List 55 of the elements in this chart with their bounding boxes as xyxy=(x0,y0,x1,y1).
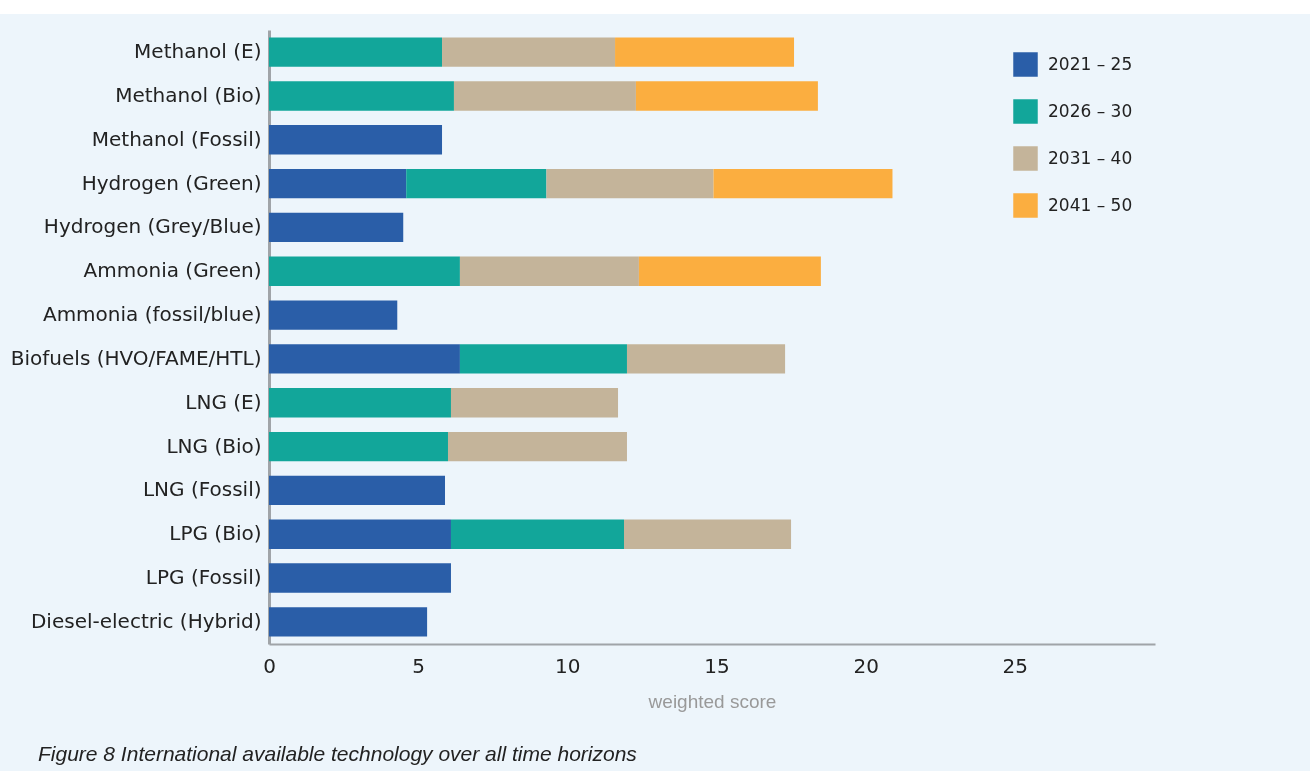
caption: Figure 8 International available technology over all time horizons xyxy=(38,742,637,766)
bar xyxy=(269,125,443,155)
bar xyxy=(626,344,786,374)
bar xyxy=(635,81,818,111)
y-tick-label: Hydrogen (Grey/Blue) xyxy=(43,214,262,239)
x-tick-label: 0 xyxy=(263,653,276,678)
bar xyxy=(269,168,407,199)
bar xyxy=(269,344,460,374)
x-axis-title: weighted score xyxy=(647,690,777,712)
bar xyxy=(269,37,443,67)
x-tick-label: 20 xyxy=(853,653,879,678)
bar xyxy=(442,37,616,67)
bar xyxy=(269,475,446,506)
bar xyxy=(269,607,428,637)
legend-label: 2026 – 30 xyxy=(1048,100,1133,121)
legend-label: 2031 – 40 xyxy=(1048,147,1133,168)
bar xyxy=(269,81,454,111)
bar xyxy=(713,168,893,199)
y-tick-label: Methanol (E) xyxy=(134,39,262,64)
bar xyxy=(459,256,639,286)
y-tick-label: LPG (Fossil) xyxy=(145,565,262,590)
y-tick-label: Biofuels (HVO/FAME/HTL) xyxy=(10,345,262,370)
bar xyxy=(638,256,821,286)
y-tick-label: LPG (Bio) xyxy=(169,521,262,546)
x-tick-label: 10 xyxy=(555,653,581,678)
x-tick-label: 25 xyxy=(1002,653,1029,678)
bar xyxy=(269,431,448,462)
bar xyxy=(546,168,714,199)
bar xyxy=(624,519,792,549)
bar xyxy=(450,388,619,418)
bar xyxy=(269,563,451,593)
y-tick-label: Hydrogen (Green) xyxy=(81,170,262,195)
y-tick-label: LNG (Bio) xyxy=(166,433,262,458)
bar xyxy=(459,344,627,374)
bar xyxy=(453,81,636,111)
y-tick-label: Ammonia (fossil/blue) xyxy=(42,302,262,327)
x-tick-label: 15 xyxy=(704,653,730,678)
y-tick-label: LNG (E) xyxy=(185,389,262,414)
y-tick-label: Methanol (Bio) xyxy=(115,82,262,107)
y-tick-label: Ammonia (Green) xyxy=(83,258,262,283)
bar xyxy=(615,37,795,67)
bar xyxy=(406,168,547,199)
bar xyxy=(269,388,451,418)
bar xyxy=(450,519,624,549)
bar xyxy=(269,256,460,286)
y-tick-label: LNG (Fossil) xyxy=(142,477,262,502)
legend-label: 2041 – 50 xyxy=(1048,194,1133,215)
x-tick-label: 5 xyxy=(412,653,426,678)
bar xyxy=(269,212,404,243)
bar xyxy=(269,519,451,549)
bar xyxy=(447,431,627,462)
bar xyxy=(269,300,398,330)
y-tick-label: Methanol (Fossil) xyxy=(91,126,262,151)
legend-label: 2021 – 25 xyxy=(1048,53,1133,74)
y-tick-label: Diesel-electric (Hybrid) xyxy=(30,608,262,633)
